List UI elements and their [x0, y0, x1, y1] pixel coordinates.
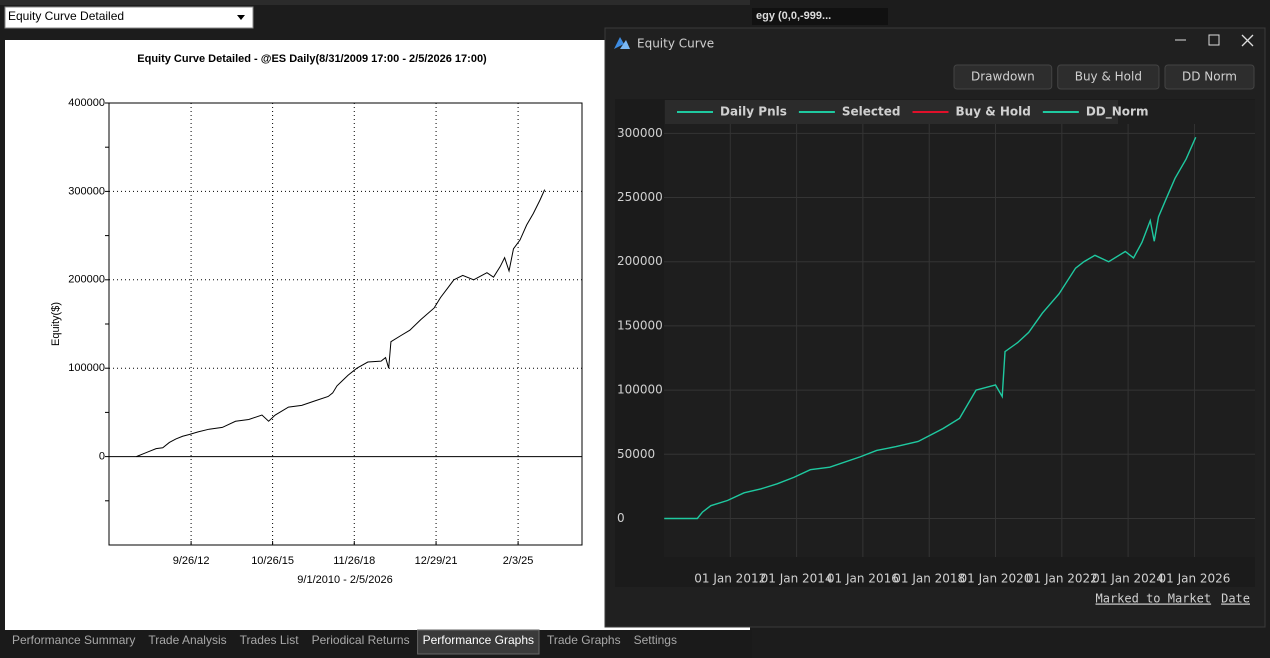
- x-axis-label: 9/1/2010 - 2/5/2026: [297, 574, 392, 586]
- legend-label: Buy & Hold: [956, 105, 1031, 119]
- x-tick-label: 01 Jan 2020: [960, 572, 1032, 586]
- x-tick-label: 01 Jan 2018: [893, 572, 965, 586]
- toolbar-button[interactable]: [1164, 64, 1255, 90]
- toolbar-button-text: Drawdown: [971, 70, 1035, 84]
- legend-label: Daily Pnls: [720, 105, 787, 119]
- x-tick-label: 12/29/21: [415, 555, 458, 567]
- chart-title: Equity Curve Detailed - @ES Daily(8/31/2…: [137, 53, 487, 65]
- x-tick-label: 01 Jan 2022: [1026, 572, 1098, 586]
- y-tick-label: 100000: [68, 362, 105, 374]
- tab[interactable]: Periodical Returns: [312, 633, 410, 647]
- tab[interactable]: Trades List: [240, 633, 300, 647]
- dropdown-arrow: [237, 15, 245, 20]
- x-tick-label: 11/26/18: [333, 555, 375, 567]
- footer-link[interactable]: Marked to Market: [1096, 592, 1212, 606]
- tab[interactable]: Settings: [634, 633, 677, 647]
- toolbar-button-text: DD Norm: [1182, 70, 1237, 84]
- x-tick-label: 2/3/25: [503, 555, 534, 567]
- y-tick-label: 200000: [68, 274, 105, 286]
- x-tick-label: 01 Jan 2016: [827, 572, 899, 586]
- window-title: Equity Curve: [637, 37, 714, 51]
- x-tick-label: 01 Jan 2012: [694, 572, 766, 586]
- y-tick-label: 400000: [68, 97, 105, 109]
- equity-line: [664, 136, 1197, 520]
- tab[interactable]: Trade Graphs: [547, 633, 621, 647]
- footer-link[interactable]: Date: [1221, 592, 1250, 606]
- x-tick-label: 01 Jan 2014: [761, 572, 833, 586]
- y-tick-label: 200000: [617, 254, 663, 268]
- y-tick-label: 250000: [617, 190, 663, 204]
- top-strip: [0, 0, 750, 5]
- x-tick-label: 01 Jan 2024: [1092, 572, 1164, 586]
- maximize-button[interactable]: [1208, 34, 1220, 46]
- y-tick-label: 300000: [68, 185, 105, 197]
- strategy-box: [752, 8, 888, 25]
- equity-window: Equity Curve DD Norm Buy & Hold Drawdown Da…: [604, 27, 1266, 628]
- equity-line: [136, 189, 546, 458]
- y-tick-label: 0: [99, 451, 105, 463]
- tab[interactable]: Performance Summary: [12, 633, 135, 647]
- tab-bar: [0, 630, 752, 658]
- y-tick-label: 50000: [617, 447, 655, 461]
- toolbar-button[interactable]: [953, 64, 1053, 90]
- app-icon-part: [620, 40, 630, 49]
- tab[interactable]: Performance Graphs: [423, 633, 534, 647]
- tab[interactable]: Trade Analysis: [148, 633, 226, 647]
- y-axis-label: Equity($): [50, 302, 62, 346]
- dropdown[interactable]: [4, 6, 254, 29]
- legend-label: Selected: [842, 105, 901, 119]
- toolbar-button[interactable]: [1057, 64, 1160, 90]
- dropdown-text: Equity Curve Detailed: [8, 9, 124, 23]
- plot-area: [664, 100, 1255, 557]
- app-icon: [614, 37, 624, 49]
- legend-box: [665, 100, 1118, 124]
- tab-selected-bg: [417, 629, 540, 655]
- x-tick-label: 01 Jan 2026: [1158, 572, 1230, 586]
- x-tick-label: 10/26/15: [251, 555, 294, 567]
- y-tick-label: 0: [617, 511, 625, 525]
- y-tick-label: 100000: [617, 383, 663, 397]
- close-button[interactable]: [1241, 34, 1254, 47]
- strategy-text: egy (0,0,-999...: [756, 10, 831, 22]
- y-tick-label: 150000: [617, 318, 663, 332]
- toolbar-button-text: Buy & Hold: [1075, 70, 1142, 84]
- y-tick-label: 300000: [617, 126, 663, 140]
- x-tick-label: 9/26/12: [173, 555, 210, 567]
- legend-label: DD_Norm: [1086, 105, 1149, 120]
